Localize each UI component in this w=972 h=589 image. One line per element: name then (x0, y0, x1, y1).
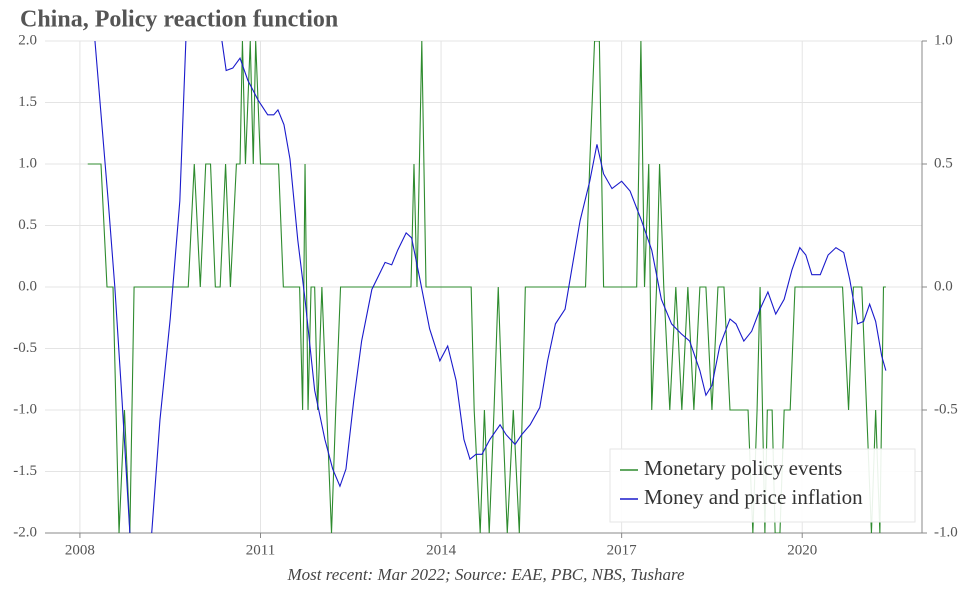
series-line (94, 41, 887, 533)
x-tick-label: 2014 (426, 542, 457, 558)
y2-tick-label: 0.5 (934, 155, 953, 171)
y2-tick-label: -0.5 (934, 401, 958, 417)
y-tick-label: -1.5 (13, 463, 37, 479)
x-tick-label: 2017 (607, 542, 638, 558)
plot-area (87, 41, 887, 533)
legend-label: Monetary policy events (644, 456, 842, 480)
x-tick-label: 2020 (787, 542, 817, 558)
y2-tick-label: 0.0 (934, 278, 953, 294)
y2-tick-label: 1.0 (934, 32, 953, 48)
y-tick-label: -2.0 (13, 524, 37, 540)
y-tick-label: 0.0 (18, 278, 37, 294)
y-tick-label: -1.0 (13, 401, 37, 417)
x-tick-label: 2011 (246, 542, 275, 558)
caption: Most recent: Mar 2022; Source: EAE, PBC,… (286, 565, 685, 584)
y-tick-label: 1.5 (18, 94, 37, 110)
legend-label: Money and price inflation (644, 485, 863, 509)
chart-title: China, Policy reaction function (20, 7, 338, 33)
y-tick-label: -0.5 (13, 340, 37, 356)
x-tick-label: 2008 (65, 542, 95, 558)
y-tick-label: 1.0 (18, 155, 37, 171)
series-line (87, 41, 886, 533)
y2-tick-label: -1.0 (934, 524, 958, 540)
legend-box (609, 448, 916, 523)
y-tick-label: 2.0 (18, 32, 37, 48)
y-tick-label: 0.5 (18, 217, 37, 233)
